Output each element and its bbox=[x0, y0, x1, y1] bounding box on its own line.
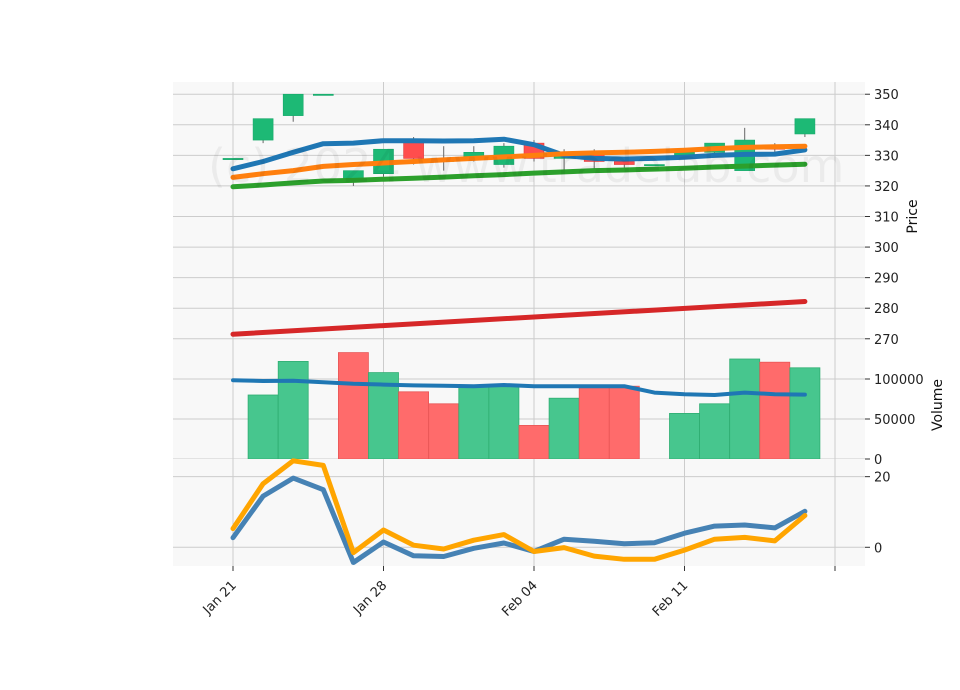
candle-body bbox=[312, 93, 334, 96]
volume-bar bbox=[458, 385, 490, 460]
price-panel: 270 280 290 300 310 320 330 340 350 Price bbox=[173, 82, 921, 351]
watermark: (c) 2024 www.tradelab.com bbox=[208, 139, 844, 193]
volume-bar bbox=[699, 403, 730, 460]
volume-bar bbox=[368, 372, 399, 460]
volume-ytick-label: 0 bbox=[874, 453, 882, 468]
volume-bar bbox=[277, 360, 309, 460]
price-ytick-label: 320 bbox=[874, 180, 899, 195]
candle-body bbox=[252, 118, 274, 141]
price-ytick-label: 310 bbox=[874, 211, 899, 226]
volume-bar bbox=[398, 391, 430, 460]
volume-panel: 0 50000 100000 Volume bbox=[173, 351, 946, 468]
candle-body bbox=[282, 93, 304, 116]
candle-body bbox=[794, 118, 816, 135]
price-moving-average-line bbox=[230, 161, 808, 190]
volume-bar bbox=[729, 358, 761, 460]
price-moving-average-line bbox=[230, 136, 808, 172]
price-moving-average-line bbox=[230, 299, 808, 337]
price-ytick-label: 340 bbox=[874, 119, 899, 134]
candle-body bbox=[222, 158, 244, 160]
indicator-line bbox=[230, 458, 808, 562]
volume-bar bbox=[608, 385, 640, 460]
price-moving-average-line bbox=[230, 143, 808, 180]
volume-ytick-label: 100000 bbox=[874, 373, 924, 388]
indicator-ytick-label: 20 bbox=[874, 471, 891, 486]
volume-bar bbox=[789, 367, 821, 460]
indicator-ytick-label: 0 bbox=[874, 541, 882, 556]
volume-bar bbox=[759, 361, 791, 460]
price-ytick-label: 330 bbox=[874, 149, 899, 164]
price-ytick-label: 300 bbox=[874, 241, 899, 256]
volume-bar bbox=[669, 412, 700, 460]
price-axis-title: Price bbox=[905, 199, 921, 233]
volume-bar bbox=[428, 403, 460, 460]
candle-body bbox=[644, 164, 665, 167]
volume-bar bbox=[578, 385, 610, 460]
volume-bar bbox=[488, 385, 520, 460]
volume-ytick-label: 50000 bbox=[874, 413, 915, 428]
indicator-panel: 0 20 bbox=[173, 458, 891, 566]
volume-bar bbox=[548, 397, 580, 460]
indicator-line bbox=[230, 475, 808, 565]
price-ytick-label: 280 bbox=[874, 302, 899, 317]
volume-bar bbox=[247, 394, 279, 460]
volume-average-line bbox=[231, 378, 807, 397]
price-ytick-label: 350 bbox=[874, 88, 899, 103]
price-ytick-label: 290 bbox=[874, 272, 899, 287]
volume-bar bbox=[337, 352, 369, 460]
price-ytick-label: 270 bbox=[874, 333, 899, 348]
volume-axis-title: Volume bbox=[930, 379, 946, 431]
volume-bar bbox=[518, 424, 550, 460]
